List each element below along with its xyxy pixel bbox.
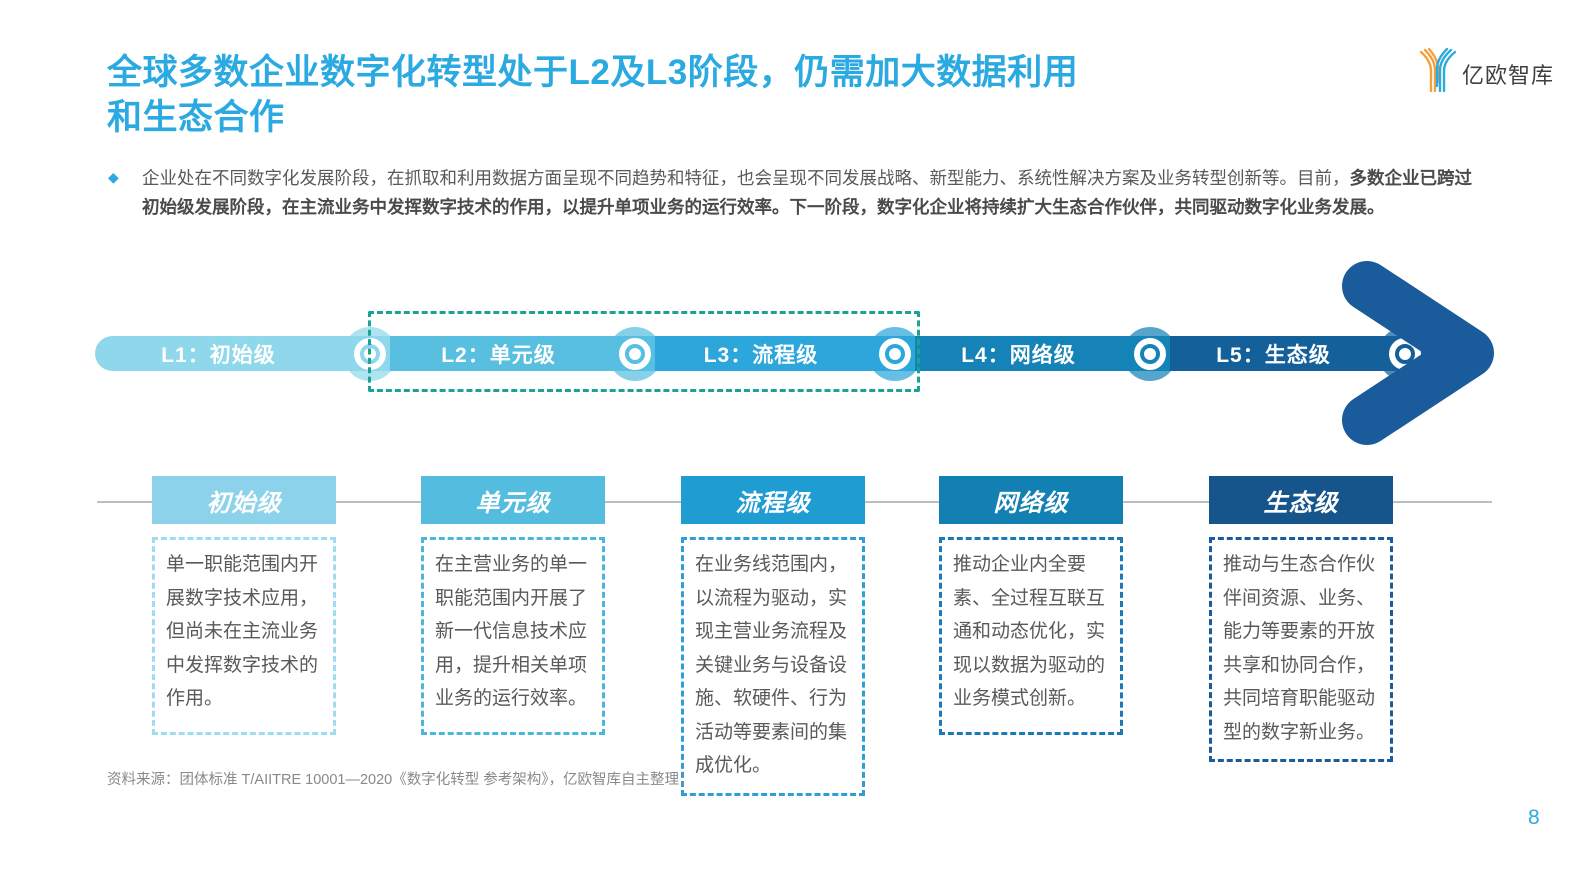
page-title-line2: 和生态合作	[107, 98, 285, 137]
intro-normal-text: 企业处在不同数字化发展阶段，在抓取和利用数据方面呈现不同趋势和特征，也会呈现不同…	[142, 168, 1350, 188]
timeline-stage-label: L4：网络级	[961, 343, 1076, 367]
bullet-diamond-icon: ◆	[108, 169, 119, 185]
intro-paragraph: 企业处在不同数字化发展阶段，在抓取和利用数据方面呈现不同趋势和特征，也会呈现不同…	[142, 164, 1472, 222]
timeline-stage: L2：单元级	[390, 326, 662, 381]
intro-bold-text: 多数企业已跨过初始级发展阶段，在主流业务中发挥数字技术的作用，以提升单项业务的运…	[142, 168, 1472, 217]
level-card: 单元级 在主营业务的单一职能范围内开展了新一代信息技术应用，提升相关单项业务的运…	[421, 476, 605, 735]
timeline-stage: L4：网络级	[915, 326, 1177, 381]
level-card-description: 在业务线范围内，以流程为驱动，实现主营业务流程及关键业务与设备设施、软硬件、行为…	[681, 537, 865, 796]
level-card: 初始级 单一职能范围内开展数字技术应用，但尚未在主流业务中发挥数字技术的作用。	[152, 476, 336, 735]
level-card-description: 推动企业内全要素、全过程互联互通和动态优化，实现以数据为驱动的业务模式创新。	[939, 537, 1123, 735]
level-card-title: 网络级	[939, 476, 1123, 524]
timeline-stage: L3：流程级	[655, 326, 922, 381]
l2-l3-highlight-box	[368, 311, 920, 392]
level-card: 网络级 推动企业内全要素、全过程互联互通和动态优化，实现以数据为驱动的业务模式创…	[939, 476, 1123, 735]
timeline-stage: L1：初始级	[95, 326, 397, 381]
level-card-title: 生态级	[1209, 476, 1393, 524]
level-card-description: 推动与生态合作伙伴间资源、业务、能力等要素的开放共享和协同合作，共同培育职能驱动…	[1209, 537, 1393, 762]
forward-arrow-icon	[1342, 261, 1494, 445]
timeline-stage-label: L1：初始级	[161, 343, 276, 367]
brand-logo: 亿欧智库	[1418, 47, 1555, 99]
source-note: 资料来源：团体标准 T/AIITRE 10001—2020《数字化转型 参考架构…	[107, 772, 694, 788]
level-card: 流程级 在业务线范围内，以流程为驱动，实现主营业务流程及关键业务与设备设施、软硬…	[681, 476, 865, 796]
level-card: 生态级 推动与生态合作伙伴间资源、业务、能力等要素的开放共享和协同合作，共同培育…	[1209, 476, 1393, 762]
brand-logo-icon	[1418, 47, 1458, 99]
bullseye-icon	[608, 326, 662, 381]
level-card-description: 在主营业务的单一职能范围内开展了新一代信息技术应用，提升相关单项业务的运行效率。	[421, 537, 605, 735]
level-card-title: 单元级	[421, 476, 605, 524]
page-title: 全球多数企业数字化转型处于L2及L3阶段，仍需加大数据利用 和生态合作	[107, 50, 1257, 140]
page-number: 8	[1528, 806, 1540, 829]
brand-logo-text: 亿欧智库	[1462, 62, 1555, 88]
level-card-title: 流程级	[681, 476, 865, 524]
timeline-stage-label: L3：流程级	[703, 343, 819, 367]
level-card-description: 单一职能范围内开展数字技术应用，但尚未在主流业务中发挥数字技术的作用。	[152, 537, 336, 735]
bullseye-icon	[868, 326, 922, 381]
timeline-stage-label: L2：单元级	[441, 343, 556, 367]
level-card-title: 初始级	[152, 476, 336, 524]
timeline-stage-label: L5：生态级	[1216, 343, 1331, 367]
bullseye-icon	[1123, 326, 1177, 381]
page-title-line1: 全球多数企业数字化转型处于L2及L3阶段，仍需加大数据利用	[107, 53, 1079, 92]
